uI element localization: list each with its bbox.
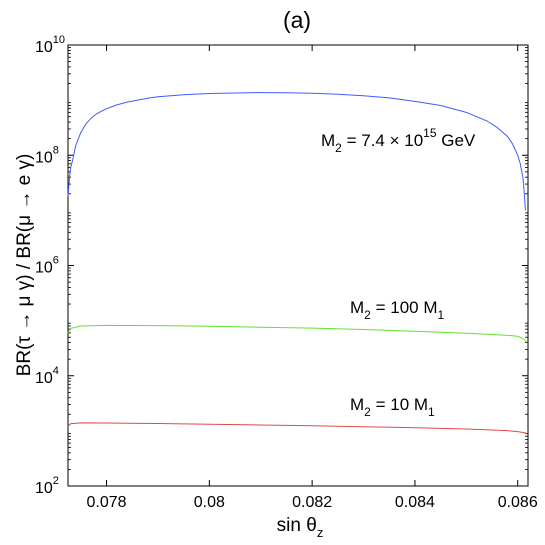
y-tick-label: 104	[35, 365, 59, 387]
x-axis-label: sin θz	[277, 515, 324, 540]
y-tick-label: 102	[35, 475, 59, 497]
series-line-3	[67, 422, 528, 435]
y-axis-ticks: 102 104 106 108 1010	[35, 34, 528, 497]
y-tick-label: 106	[35, 255, 59, 277]
y-tick-label: 1010	[35, 34, 65, 56]
x-tick-label: 0.084	[395, 494, 435, 511]
series-line-2	[67, 324, 528, 343]
series-label-3: M2 = 10 M1	[350, 395, 435, 419]
series-group	[67, 92, 528, 435]
x-tick-label: 0.08	[194, 494, 225, 511]
series-line-1	[67, 92, 526, 211]
series-label-1: M2 = 7.4 × 1015 GeV	[321, 126, 476, 155]
series-label-2: M2 = 100 M1	[350, 298, 444, 322]
chart-title: (a)	[283, 7, 311, 33]
series-labels: M2 = 7.4 × 1015 GeV M2 = 100 M1 M2 = 10 M1	[321, 126, 476, 419]
x-tick-label: 0.078	[87, 494, 127, 511]
y-tick-label: 108	[35, 144, 59, 166]
x-tick-label: 0.086	[498, 494, 538, 511]
plot-frame	[67, 44, 529, 487]
y-axis-label: BR(τ → μ γ) / BR(μ → e γ)	[14, 154, 35, 377]
x-axis-ticks: 0.078 0.08 0.082 0.084 0.086	[87, 45, 538, 511]
x-tick-label: 0.082	[292, 494, 332, 511]
